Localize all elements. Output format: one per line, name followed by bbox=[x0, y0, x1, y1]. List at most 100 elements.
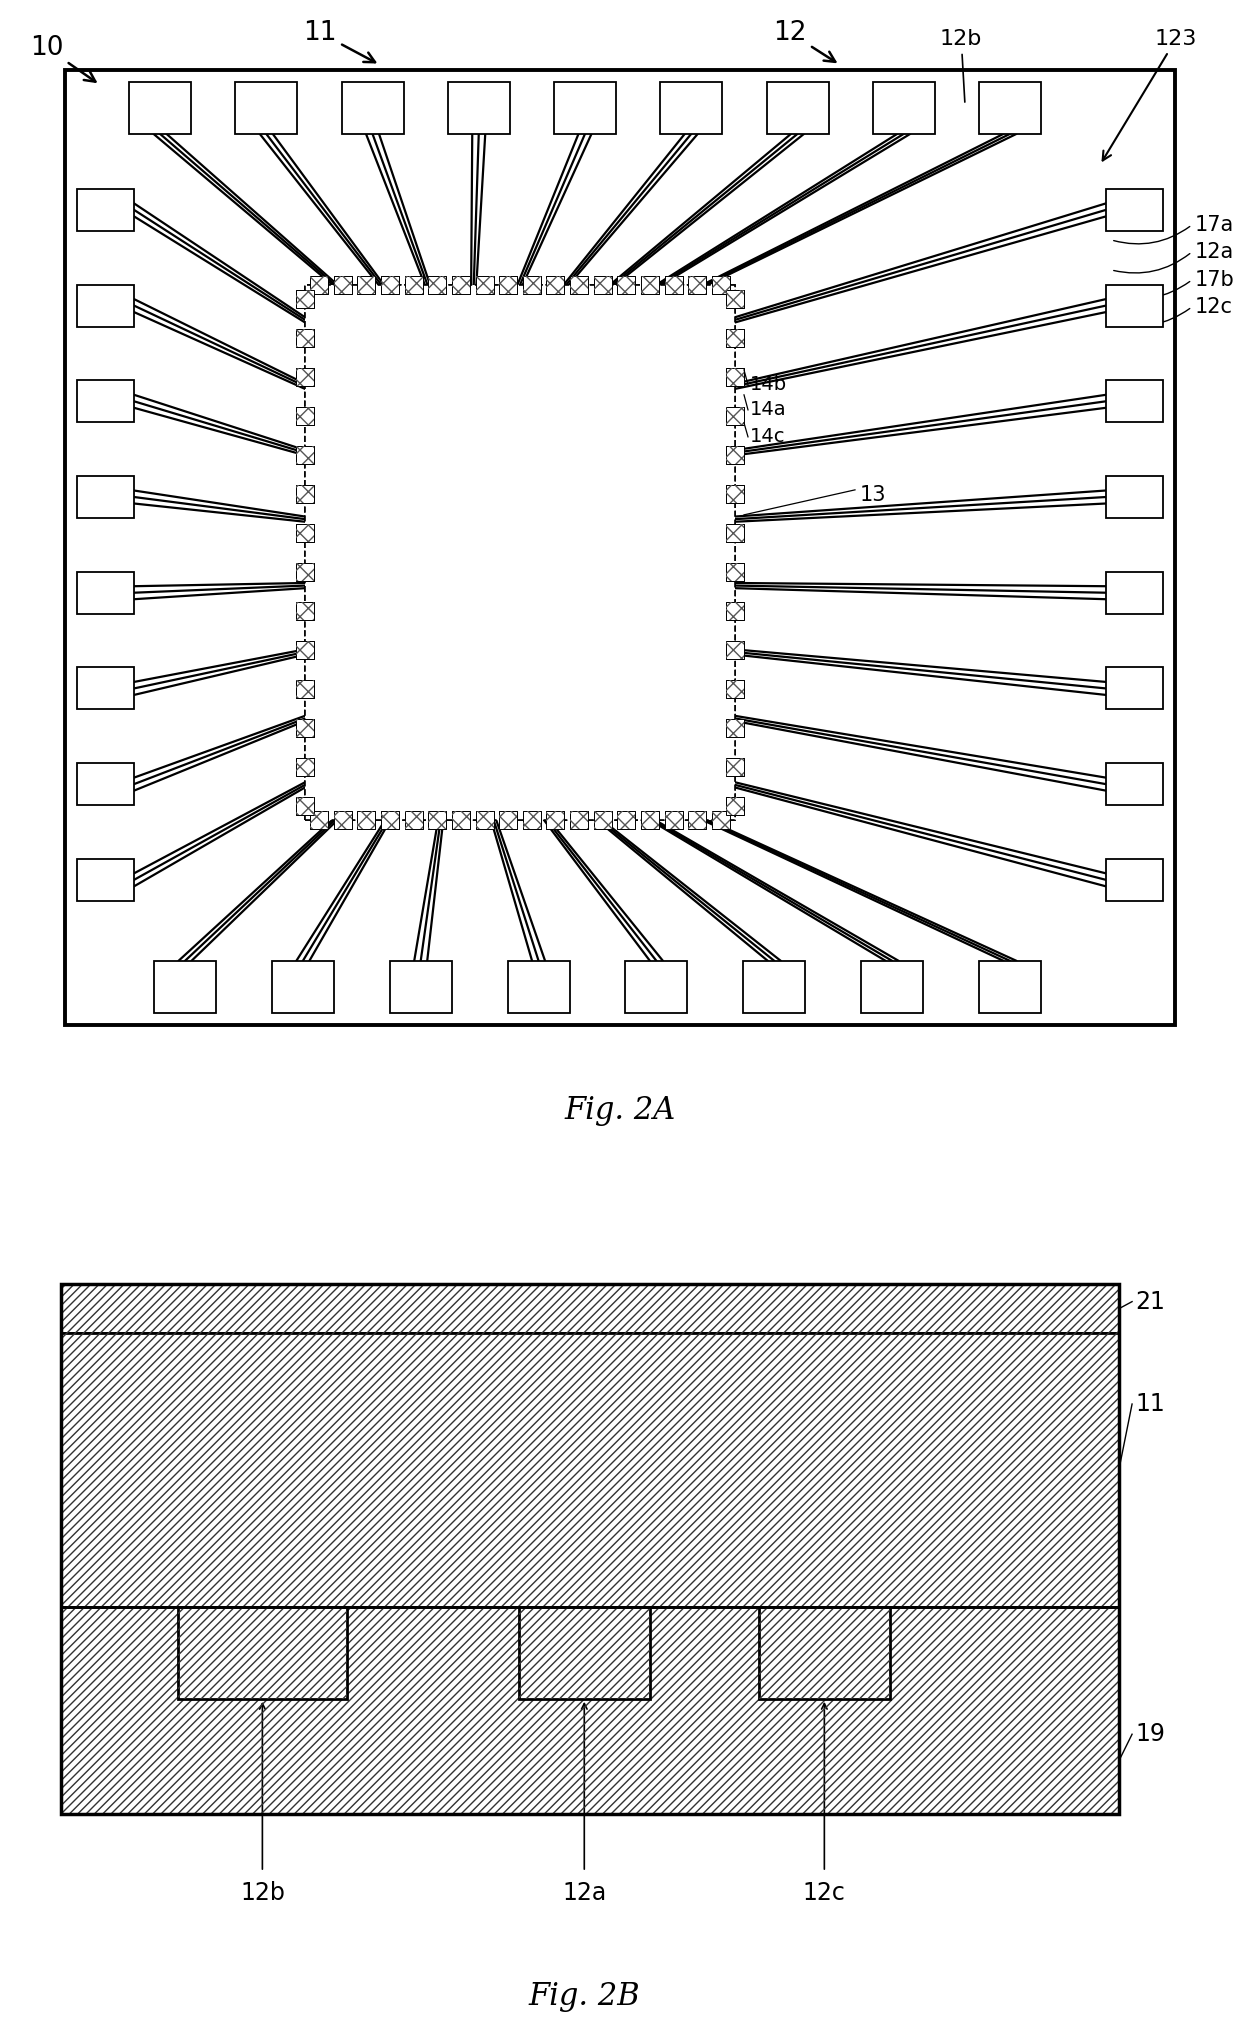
Bar bbox=[594, 811, 611, 829]
Bar bbox=[296, 797, 314, 815]
Text: 12a: 12a bbox=[562, 1881, 606, 1905]
Text: 12: 12 bbox=[774, 20, 836, 63]
Bar bbox=[725, 367, 744, 385]
Bar bbox=[570, 276, 588, 295]
Bar bbox=[357, 811, 376, 829]
Bar bbox=[381, 811, 399, 829]
Bar bbox=[428, 276, 446, 295]
Bar bbox=[310, 276, 329, 295]
Text: 17b: 17b bbox=[1195, 270, 1235, 291]
Bar bbox=[296, 680, 314, 698]
Bar bbox=[594, 276, 611, 295]
Bar bbox=[725, 759, 744, 775]
Text: 17a: 17a bbox=[1195, 214, 1234, 234]
Bar bbox=[381, 811, 399, 829]
Bar bbox=[547, 276, 564, 295]
Bar bbox=[641, 811, 658, 829]
Bar bbox=[618, 276, 635, 295]
Bar bbox=[688, 811, 707, 829]
Bar bbox=[357, 276, 376, 295]
Bar bbox=[296, 759, 314, 775]
Bar bbox=[296, 797, 314, 815]
Text: Fig. 2B: Fig. 2B bbox=[528, 1982, 640, 2012]
Bar bbox=[475, 276, 494, 295]
Bar bbox=[475, 276, 494, 295]
Bar bbox=[665, 811, 683, 829]
Bar bbox=[518, 1606, 650, 1699]
Bar bbox=[296, 291, 314, 309]
Bar bbox=[296, 484, 314, 502]
Bar bbox=[725, 367, 744, 385]
Bar bbox=[451, 276, 470, 295]
Bar bbox=[594, 276, 611, 295]
Bar bbox=[641, 811, 658, 829]
Bar bbox=[625, 961, 687, 1013]
Bar bbox=[77, 379, 134, 422]
Bar bbox=[381, 811, 399, 829]
Bar bbox=[766, 83, 828, 133]
Bar bbox=[61, 1283, 1118, 1814]
Text: 11: 11 bbox=[1136, 1392, 1166, 1417]
Bar bbox=[334, 276, 352, 295]
Bar bbox=[77, 285, 134, 327]
Bar bbox=[296, 718, 314, 737]
Bar bbox=[725, 680, 744, 698]
Bar bbox=[296, 408, 314, 426]
Bar bbox=[688, 276, 707, 295]
Bar bbox=[523, 276, 541, 295]
Bar bbox=[296, 601, 314, 620]
Bar bbox=[523, 276, 541, 295]
Bar bbox=[980, 83, 1042, 133]
Bar bbox=[570, 276, 588, 295]
Bar bbox=[725, 601, 744, 620]
Bar bbox=[296, 601, 314, 620]
Bar bbox=[296, 484, 314, 502]
Bar bbox=[547, 276, 564, 295]
Text: 12b: 12b bbox=[940, 28, 982, 103]
Bar bbox=[296, 642, 314, 658]
Bar bbox=[500, 276, 517, 295]
Bar bbox=[296, 408, 314, 426]
Bar bbox=[381, 276, 399, 295]
Text: 14c: 14c bbox=[750, 428, 785, 446]
Bar bbox=[641, 811, 658, 829]
Bar bbox=[296, 291, 314, 309]
Bar bbox=[296, 642, 314, 658]
Text: 21: 21 bbox=[1136, 1290, 1166, 1314]
Bar bbox=[725, 680, 744, 698]
Bar bbox=[296, 367, 314, 385]
Bar bbox=[641, 276, 658, 295]
Bar bbox=[641, 276, 658, 295]
Bar bbox=[712, 276, 730, 295]
Bar bbox=[296, 329, 314, 347]
Bar bbox=[743, 961, 805, 1013]
Bar bbox=[357, 276, 376, 295]
Bar bbox=[523, 811, 541, 829]
Bar bbox=[296, 718, 314, 737]
Bar bbox=[500, 276, 517, 295]
Bar bbox=[404, 276, 423, 295]
Bar bbox=[725, 291, 744, 309]
Bar bbox=[725, 797, 744, 815]
Bar bbox=[61, 1283, 1118, 1334]
Bar bbox=[296, 563, 314, 581]
Bar bbox=[665, 276, 683, 295]
Bar bbox=[77, 860, 134, 900]
Bar bbox=[725, 408, 744, 426]
Bar bbox=[77, 668, 134, 710]
Bar bbox=[296, 759, 314, 775]
Bar bbox=[334, 276, 352, 295]
Text: 12c: 12c bbox=[804, 1881, 846, 1905]
Bar bbox=[451, 811, 470, 829]
Bar bbox=[296, 291, 314, 309]
Bar bbox=[404, 811, 423, 829]
Bar bbox=[296, 563, 314, 581]
Bar bbox=[334, 811, 352, 829]
Bar bbox=[547, 276, 564, 295]
Bar bbox=[296, 601, 314, 620]
Bar bbox=[296, 797, 314, 815]
Bar bbox=[688, 276, 707, 295]
Bar bbox=[712, 811, 730, 829]
Bar bbox=[547, 811, 564, 829]
Bar bbox=[523, 811, 541, 829]
